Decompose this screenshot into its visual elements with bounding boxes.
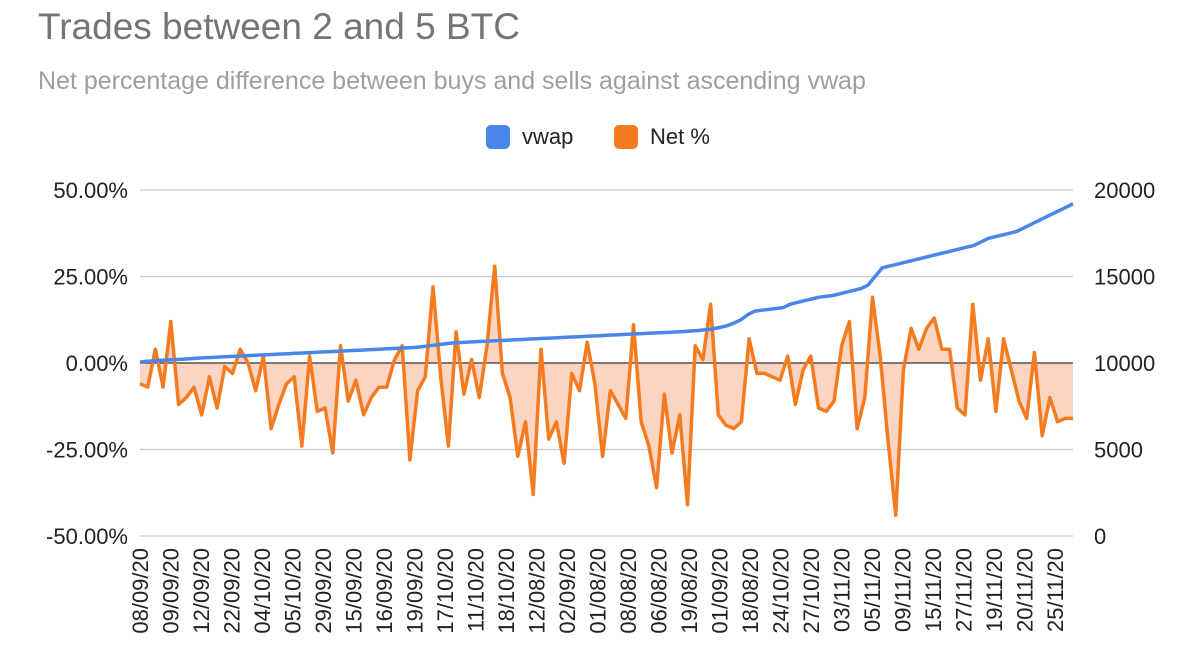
gridlines <box>140 189 1073 537</box>
chart-title: Trades between 2 and 5 BTC <box>38 6 520 47</box>
x-tick-label: 27/11/20 <box>952 548 977 632</box>
x-tick-label: 09/11/20 <box>891 548 916 632</box>
x-tick-label: 02/09/20 <box>555 548 580 634</box>
x-tick-label: 15/11/20 <box>921 548 946 632</box>
left-tick-label: 25.00% <box>53 265 128 290</box>
x-tick-label: 15/09/20 <box>342 548 367 634</box>
x-tick-label: 16/09/20 <box>372 548 397 634</box>
x-tick-label: 09/09/20 <box>159 548 184 634</box>
left-tick-label: -50.00% <box>46 524 128 549</box>
vwap-line <box>139 202 1074 364</box>
legend-item-vwap[interactable]: vwap <box>486 124 573 150</box>
x-tick-label: 03/11/20 <box>830 548 855 632</box>
x-tick-label: 11/10/20 <box>464 548 489 632</box>
x-tick-label: 19/09/20 <box>403 548 428 634</box>
x-tick-label: 17/10/20 <box>433 548 458 634</box>
x-axis: 08/09/20 09/09/20 12/09/20 22/09/20 04/10/20… <box>128 548 1068 634</box>
x-tick-label: 24/10/20 <box>769 548 794 634</box>
x-tick-label: 29/09/20 <box>311 548 336 634</box>
left-tick-label: -25.00% <box>46 438 128 463</box>
net-pct-line <box>139 264 1073 517</box>
legend-label-vwap: vwap <box>522 124 574 149</box>
x-tick-label: 06/08/20 <box>647 548 672 634</box>
x-tick-label: 12/08/20 <box>525 548 550 634</box>
right-axis: 20000 15000 10000 5000 0 <box>1094 178 1155 549</box>
legend-item-net[interactable]: Net % <box>614 124 710 150</box>
chart-subtitle: Net percentage difference between buys a… <box>38 67 866 95</box>
right-tick-label: 15000 <box>1094 265 1155 290</box>
left-axis: 50.00% 25.00% 0.00% -25.00% -50.00% <box>46 178 128 549</box>
x-tick-label: 18/10/20 <box>494 548 519 634</box>
x-tick-label: 25/11/20 <box>1043 548 1068 632</box>
x-tick-label: 04/10/20 <box>250 548 275 634</box>
x-tick-label: 05/11/20 <box>860 548 885 632</box>
net-area <box>140 266 1073 516</box>
x-tick-label: 22/09/20 <box>220 548 245 634</box>
net-area-fill <box>140 266 1073 516</box>
left-tick-label: 50.00% <box>53 178 128 203</box>
left-tick-label: 0.00% <box>66 351 128 376</box>
series-lines <box>139 202 1074 517</box>
right-tick-label: 20000 <box>1094 178 1155 203</box>
x-tick-label: 19/08/20 <box>677 548 702 634</box>
x-tick-label: 01/08/20 <box>586 548 611 634</box>
x-tick-label: 01/09/20 <box>708 548 733 634</box>
x-tick-label: 08/09/20 <box>128 548 153 634</box>
x-tick-label: 18/08/20 <box>738 548 763 634</box>
x-tick-label: 08/08/20 <box>616 548 641 634</box>
right-tick-label: 5000 <box>1094 438 1143 463</box>
x-tick-label: 12/09/20 <box>189 548 214 634</box>
x-tick-label: 19/11/20 <box>982 548 1007 632</box>
right-tick-label: 10000 <box>1094 351 1155 376</box>
x-tick-label: 27/10/20 <box>799 548 824 634</box>
right-tick-label: 0 <box>1094 524 1106 549</box>
legend-swatch-vwap <box>486 125 510 149</box>
x-tick-label: 05/10/20 <box>281 548 306 634</box>
legend-swatch-net <box>614 125 638 149</box>
legend-label-net: Net % <box>650 124 710 149</box>
x-tick-label: 20/11/20 <box>1013 548 1038 632</box>
legend: vwap Net % <box>0 122 1182 152</box>
